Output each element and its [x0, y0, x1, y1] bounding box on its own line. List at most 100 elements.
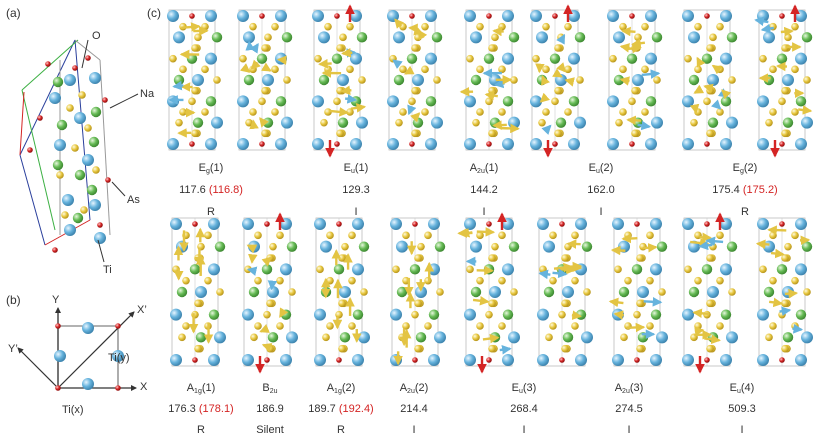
as-atom: [92, 166, 100, 174]
na-atom: [208, 309, 220, 320]
o-atom: [105, 177, 111, 183]
ti-atom: [782, 286, 794, 298]
as-atom: [408, 97, 416, 106]
displacement-arrow: [344, 94, 358, 104]
ti-atom: [242, 354, 254, 366]
ti-atom: [205, 52, 217, 65]
as-atom: [194, 299, 202, 308]
as-atom: [769, 322, 777, 330]
o-atom: [85, 55, 91, 61]
ti-atom: [682, 95, 694, 108]
displacement-arrow: [717, 88, 729, 98]
ti-atom: [167, 138, 179, 150]
as-atom: [338, 299, 346, 308]
na-atom: [656, 241, 668, 252]
ti-atom: [650, 263, 662, 276]
ti-atom: [390, 308, 402, 321]
as-atom: [348, 322, 356, 330]
o-atom: [412, 221, 418, 227]
o-atom: [779, 141, 785, 147]
ti-atom: [464, 218, 476, 230]
na-atom: [626, 53, 638, 64]
as-atom: [583, 288, 591, 296]
as-atom: [561, 299, 569, 308]
displacement-arrow: [245, 40, 255, 51]
ti-atom: [637, 286, 649, 298]
displacement-arrow: [552, 268, 568, 279]
as-atom: [411, 86, 419, 95]
as-atom: [316, 265, 324, 274]
displacement-arrow: [571, 310, 582, 320]
displacement-arrow: [392, 59, 403, 70]
displacement-arrow: [484, 90, 498, 101]
as-atom: [320, 118, 328, 127]
o-atom: [45, 61, 51, 67]
mode-frequency: 144.2: [470, 184, 498, 196]
as-atom: [488, 254, 496, 262]
as-atom: [61, 211, 69, 219]
mode-symbol: Eu(3): [511, 382, 537, 395]
as-atom: [784, 33, 792, 42]
displacement-arrow: [476, 227, 496, 237]
ti-atom: [726, 116, 738, 129]
as-atom: [624, 276, 632, 285]
as-atom: [488, 129, 496, 138]
displacement-arrow: [261, 256, 272, 267]
as-atom: [690, 118, 698, 127]
o-atom: [336, 357, 342, 363]
na-atom: [428, 309, 440, 320]
o-atom: [634, 221, 640, 227]
ti-atom: [352, 218, 364, 230]
o-atom: [409, 13, 415, 19]
o-atom: [102, 97, 108, 103]
na-atom: [776, 53, 788, 64]
mode-frequency: 189.7 (192.4): [308, 403, 374, 415]
na-atom: [211, 32, 223, 43]
as-atom: [326, 276, 334, 285]
as-atom: [694, 322, 702, 330]
as-atom: [694, 22, 702, 31]
displacement-arrow: [541, 124, 552, 135]
as-atom: [283, 76, 291, 84]
as-atom: [791, 108, 799, 116]
ti-atom: [74, 112, 86, 124]
ti-atom: [275, 10, 287, 22]
ti-atom: [574, 116, 586, 129]
as-atom: [576, 76, 584, 84]
na-atom: [333, 264, 345, 275]
ti-atom: [242, 218, 254, 230]
o-atom: [552, 141, 558, 147]
ti-atom: [464, 354, 476, 366]
as-atom: [488, 299, 496, 308]
atom-label-na: Na: [140, 88, 155, 100]
displacement-arrow: [711, 64, 723, 75]
na-atom: [483, 53, 495, 64]
ti-atom: [89, 199, 101, 211]
na-atom: [74, 169, 86, 181]
displacement-arrow: [413, 24, 423, 36]
o-atom: [559, 221, 565, 227]
displacement-arrow: [499, 344, 512, 355]
ti-atom: [49, 92, 61, 104]
ti-atom: [350, 138, 362, 150]
mode-activity: R: [741, 206, 749, 218]
na-atom: [795, 309, 807, 320]
as-atom: [182, 276, 190, 285]
as-atom: [261, 86, 269, 95]
displacement-arrow: [329, 107, 350, 117]
displacement-arrow: [692, 308, 710, 319]
ti-atom: [275, 52, 287, 65]
axis-y-label: Y: [52, 294, 60, 306]
o-atom: [412, 357, 418, 363]
as-atom: [765, 333, 773, 342]
ti-atom: [428, 354, 440, 366]
as-atom: [781, 129, 789, 138]
displacement-arrow: [693, 84, 705, 94]
ti-atom: [387, 138, 399, 150]
ti-atom: [54, 350, 66, 362]
o-atom: [115, 323, 121, 329]
as-atom: [491, 242, 499, 251]
na-atom: [618, 286, 630, 298]
